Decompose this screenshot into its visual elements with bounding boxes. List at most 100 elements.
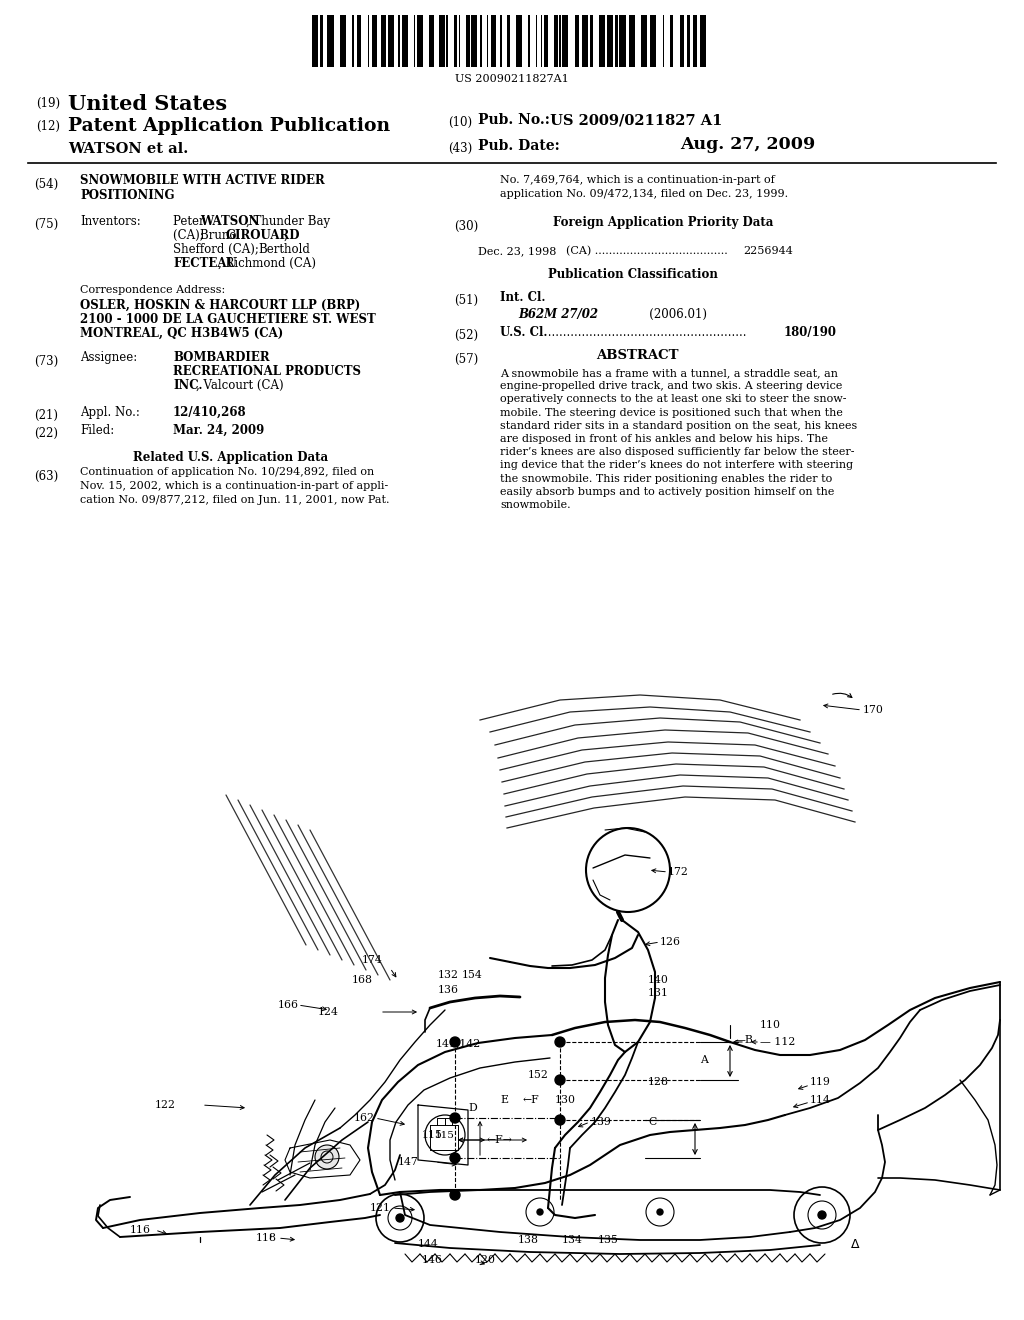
Text: 172: 172 [668, 867, 689, 876]
Circle shape [537, 1209, 543, 1214]
Bar [699, 15, 706, 67]
Text: 139: 139 [591, 1117, 612, 1127]
Circle shape [450, 1152, 460, 1163]
Bar [528, 15, 529, 67]
Bar [693, 15, 696, 67]
Text: .....................................................: ........................................… [544, 326, 746, 339]
Bar [671, 15, 674, 67]
Text: United States: United States [68, 94, 227, 114]
Text: Aug. 27, 2009: Aug. 27, 2009 [680, 136, 815, 153]
Text: (19): (19) [36, 96, 60, 110]
Text: easily absorb bumps and to actively position himself on the: easily absorb bumps and to actively posi… [500, 487, 835, 496]
Bar [480, 15, 482, 67]
Text: Patent Application Publication: Patent Application Publication [68, 117, 390, 135]
Text: 121: 121 [370, 1203, 391, 1213]
Text: ing device that the rider’s knees do not interfere with steering: ing device that the rider’s knees do not… [500, 461, 853, 470]
Text: No. 7,469,764, which is a continuation-in-part of: No. 7,469,764, which is a continuation-i… [500, 176, 775, 185]
Text: (63): (63) [34, 470, 58, 483]
Bar [629, 15, 635, 67]
Text: MONTREAL, QC H3B4W5 (CA): MONTREAL, QC H3B4W5 (CA) [80, 327, 284, 341]
Text: Nov. 15, 2002, which is a continuation-in-part of appli-: Nov. 15, 2002, which is a continuation-i… [80, 480, 388, 491]
Text: 130: 130 [555, 1096, 575, 1105]
Text: Related U.S. Application Data: Related U.S. Application Data [133, 451, 328, 465]
Circle shape [315, 1144, 339, 1170]
Text: OSLER, HOSKIN & HARCOURT LLP (BRP): OSLER, HOSKIN & HARCOURT LLP (BRP) [80, 300, 360, 312]
Text: 114: 114 [810, 1096, 830, 1105]
Text: Publication Classification: Publication Classification [548, 268, 718, 281]
Text: 12/410,268: 12/410,268 [173, 407, 247, 418]
Text: 134: 134 [562, 1236, 583, 1245]
Text: Mar. 24, 2009: Mar. 24, 2009 [173, 424, 264, 437]
Text: (54): (54) [34, 178, 58, 191]
Text: INC.: INC. [173, 379, 203, 392]
Bar [599, 15, 605, 67]
Text: Foreign Application Priority Data: Foreign Application Priority Data [553, 216, 773, 228]
Text: Filed:: Filed: [80, 424, 115, 437]
Text: Appl. No.:: Appl. No.: [80, 407, 140, 418]
Text: ←F→: ←F→ [487, 1135, 513, 1144]
Text: (22): (22) [34, 426, 58, 440]
Text: 116: 116 [130, 1225, 151, 1236]
Text: 147: 147 [398, 1158, 419, 1167]
Text: 124: 124 [318, 1007, 339, 1016]
Bar [340, 15, 346, 67]
Text: GIROUARD: GIROUARD [226, 228, 300, 242]
Circle shape [657, 1209, 663, 1214]
Circle shape [555, 1115, 565, 1125]
Bar [388, 15, 394, 67]
Bar [459, 15, 460, 67]
Bar [590, 15, 593, 67]
Circle shape [450, 1113, 460, 1123]
Bar [352, 15, 353, 67]
Bar [429, 15, 434, 67]
Text: Continuation of application No. 10/294,892, filed on: Continuation of application No. 10/294,8… [80, 467, 374, 477]
Text: ←F: ←F [523, 1096, 540, 1105]
Text: (43): (43) [449, 143, 472, 154]
Text: (CA);: (CA); [173, 228, 208, 242]
Bar [486, 15, 488, 67]
Text: 120: 120 [475, 1255, 496, 1265]
Bar [417, 15, 423, 67]
Text: (CA) ......................................: (CA) ...................................… [566, 246, 728, 256]
Text: RECREATIONAL PRODUCTS: RECREATIONAL PRODUCTS [173, 366, 361, 378]
Text: (51): (51) [454, 294, 478, 308]
Text: engine-propelled drive track, and two skis. A steering device: engine-propelled drive track, and two sk… [500, 381, 843, 391]
Text: 144: 144 [418, 1239, 438, 1249]
Text: 174: 174 [362, 954, 383, 965]
Bar [583, 15, 589, 67]
Text: 122: 122 [155, 1100, 176, 1110]
Text: WATSON: WATSON [200, 215, 259, 228]
Text: Assignee:: Assignee: [80, 351, 137, 364]
Text: C: C [648, 1117, 656, 1127]
Text: 154: 154 [462, 970, 482, 979]
Text: 128: 128 [648, 1077, 669, 1086]
Bar [544, 15, 548, 67]
Bar [382, 15, 386, 67]
Bar [607, 15, 613, 67]
Text: , Valcourt (CA): , Valcourt (CA) [196, 379, 284, 392]
Text: B62M 27/02: B62M 27/02 [518, 308, 598, 321]
Bar [438, 15, 444, 67]
Bar [554, 15, 557, 67]
Text: E: E [500, 1096, 508, 1105]
Bar [620, 15, 626, 67]
Bar [663, 15, 665, 67]
Text: (52): (52) [454, 329, 478, 342]
Text: Berthold: Berthold [258, 243, 310, 256]
Bar [492, 15, 496, 67]
Text: 119: 119 [810, 1077, 830, 1086]
Text: 168: 168 [352, 975, 373, 985]
Bar [368, 15, 369, 67]
Text: (57): (57) [454, 352, 478, 366]
Bar [650, 15, 656, 67]
Bar [536, 15, 538, 67]
Bar [680, 15, 684, 67]
Circle shape [555, 1038, 565, 1047]
Bar [507, 15, 510, 67]
Text: operatively connects to the at least one ski to steer the snow-: operatively connects to the at least one… [500, 395, 847, 404]
Text: US 2009/0211827 A1: US 2009/0211827 A1 [545, 114, 722, 127]
Bar [559, 15, 561, 67]
Bar [471, 15, 477, 67]
Text: —B: —B [735, 1035, 754, 1045]
Text: BOMBARDIER: BOMBARDIER [173, 351, 269, 364]
